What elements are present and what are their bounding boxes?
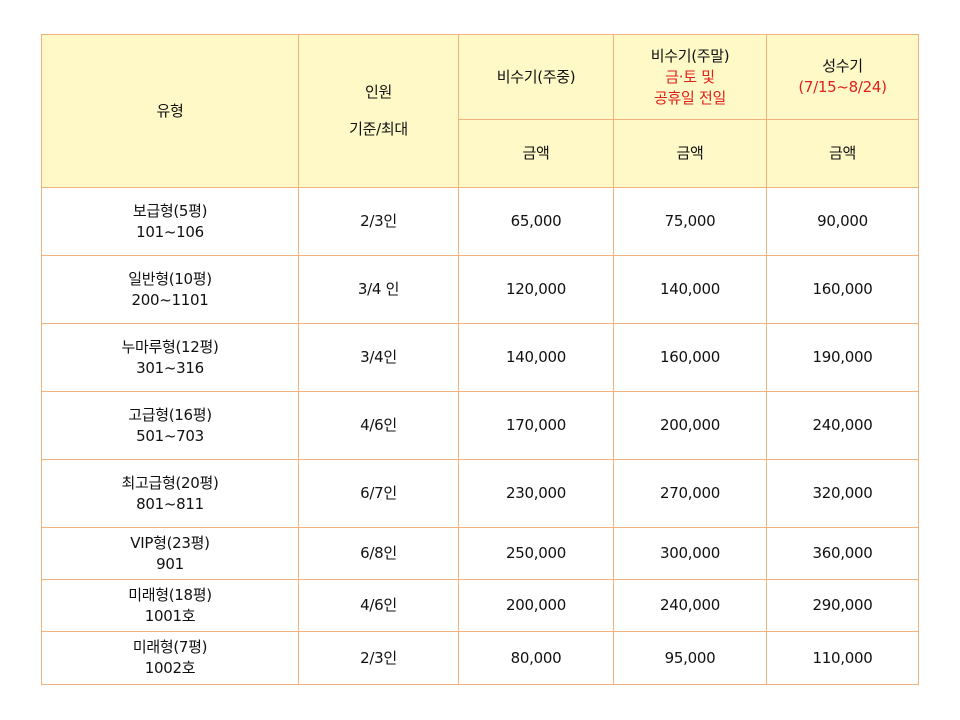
header-type: 유형 — [41, 34, 299, 188]
peak-price-cell: 320,000 — [766, 459, 919, 528]
header-people-sublabel: 기준/최대 — [349, 120, 408, 138]
table-row: VIP형(23평) 901 6/8인 250,000 300,000 360,0… — [41, 527, 919, 580]
header-offpeak-weekday-label: 비수기(주중) — [496, 67, 576, 86]
room-numbers: 1002호 — [144, 659, 196, 677]
peak-price-cell: 160,000 — [766, 255, 919, 324]
header-amount-peak: 금액 — [766, 119, 919, 188]
people-cell: 6/7인 — [298, 459, 459, 528]
people-cell: 2/3인 — [298, 631, 459, 685]
people-cell: 6/8인 — [298, 527, 459, 580]
room-type-cell: VIP형(23평) 901 — [41, 527, 299, 580]
room-type: 미래형(18평) — [128, 585, 212, 604]
room-type: 최고급형(20평) — [121, 473, 219, 492]
peak-price-cell: 360,000 — [766, 527, 919, 580]
people-cell: 4/6인 — [298, 579, 459, 632]
weekend-price-cell: 240,000 — [613, 579, 767, 632]
header-row-1: 유형 인원 기준/최대 비수기(주중) 비수기(주말) 금·토 및 공휴일 전일… — [41, 34, 919, 188]
header-amount-weekday: 금액 — [458, 119, 614, 188]
room-type-cell: 일반형(10평) 200~1101 — [41, 255, 299, 324]
peak-price-cell: 110,000 — [766, 631, 919, 685]
header-type-label: 유형 — [156, 101, 184, 120]
weekday-price-cell: 200,000 — [458, 579, 614, 632]
room-numbers: 801~811 — [136, 494, 204, 513]
weekend-price-cell: 75,000 — [613, 187, 767, 256]
weekday-price-cell: 230,000 — [458, 459, 614, 528]
header-offpeak-weekend-note-1: 금·토 및 — [665, 67, 715, 86]
people-cell: 2/3인 — [298, 187, 459, 256]
header-offpeak-weekend: 비수기(주말) 금·토 및 공휴일 전일 — [613, 34, 767, 120]
peak-price-cell: 90,000 — [766, 187, 919, 256]
people-cell: 3/4인 — [298, 323, 459, 392]
table-row: 미래형(7평) 1002호 2/3인 80,000 95,000 110,000 — [41, 631, 919, 685]
room-type-cell: 보급형(5평) 101~106 — [41, 187, 299, 256]
header-peak: 성수기 (7/15~8/24) — [766, 34, 919, 120]
header-offpeak-weekend-note-2: 공휴일 전일 — [654, 88, 726, 107]
weekday-price-cell: 170,000 — [458, 391, 614, 460]
room-type-cell: 미래형(18평) 1001호 — [41, 579, 299, 632]
people-cell: 3/4 인 — [298, 255, 459, 324]
weekend-price-cell: 200,000 — [613, 391, 767, 460]
peak-price-cell: 190,000 — [766, 323, 919, 392]
weekend-price-cell: 95,000 — [613, 631, 767, 685]
header-people: 인원 기준/최대 — [298, 34, 459, 188]
peak-price-cell: 240,000 — [766, 391, 919, 460]
room-numbers: 301~316 — [136, 358, 204, 377]
weekday-price-cell: 250,000 — [458, 527, 614, 580]
room-type: 고급형(16평) — [128, 405, 212, 424]
room-numbers: 200~1101 — [131, 290, 209, 309]
weekend-price-cell: 300,000 — [613, 527, 767, 580]
peak-price-cell: 290,000 — [766, 579, 919, 632]
room-numbers: 1001호 — [144, 606, 196, 625]
table-row: 보급형(5평) 101~106 2/3인 65,000 75,000 90,00… — [41, 187, 919, 256]
header-offpeak-weekend-label: 비수기(주말) — [650, 46, 730, 65]
header-peak-label: 성수기 — [822, 57, 863, 75]
room-rate-table: 유형 인원 기준/최대 비수기(주중) 비수기(주말) 금·토 및 공휴일 전일… — [41, 34, 919, 685]
table-row: 미래형(18평) 1001호 4/6인 200,000 240,000 290,… — [41, 579, 919, 632]
table-row: 일반형(10평) 200~1101 3/4 인 120,000 140,000 … — [41, 255, 919, 324]
room-type: VIP형(23평) — [130, 533, 210, 552]
weekend-price-cell: 140,000 — [613, 255, 767, 324]
room-type: 일반형(10평) — [128, 269, 212, 288]
weekday-price-cell: 140,000 — [458, 323, 614, 392]
table-row: 누마루형(12평) 301~316 3/4인 140,000 160,000 1… — [41, 323, 919, 392]
header-offpeak-weekday: 비수기(주중) — [458, 34, 614, 120]
room-type-cell: 최고급형(20평) 801~811 — [41, 459, 299, 528]
weekend-price-cell: 270,000 — [613, 459, 767, 528]
room-type: 누마루형(12평) — [121, 337, 219, 356]
room-numbers: 901 — [156, 554, 184, 573]
weekday-price-cell: 80,000 — [458, 631, 614, 685]
people-cell: 4/6인 — [298, 391, 459, 460]
room-numbers: 501~703 — [136, 426, 204, 445]
room-numbers: 101~106 — [136, 222, 204, 241]
header-row-2: 금액 금액 금액 — [42, 119, 919, 188]
table-row: 최고급형(20평) 801~811 6/7인 230,000 270,000 3… — [41, 459, 919, 528]
room-type-cell: 누마루형(12평) 301~316 — [41, 323, 299, 392]
room-type: 보급형(5평) — [132, 201, 208, 220]
table-row: 고급형(16평) 501~703 4/6인 170,000 200,000 24… — [41, 391, 919, 460]
room-type-cell: 미래형(7평) 1002호 — [41, 631, 299, 685]
header-people-label: 인원 — [364, 83, 392, 101]
weekend-price-cell: 160,000 — [613, 323, 767, 392]
room-type-cell: 고급형(16평) 501~703 — [41, 391, 299, 460]
weekday-price-cell: 120,000 — [458, 255, 614, 324]
room-type: 미래형(7평) — [132, 638, 208, 656]
header-amount-weekend: 금액 — [613, 119, 767, 188]
weekday-price-cell: 65,000 — [458, 187, 614, 256]
header-peak-dates: (7/15~8/24) — [798, 78, 887, 96]
